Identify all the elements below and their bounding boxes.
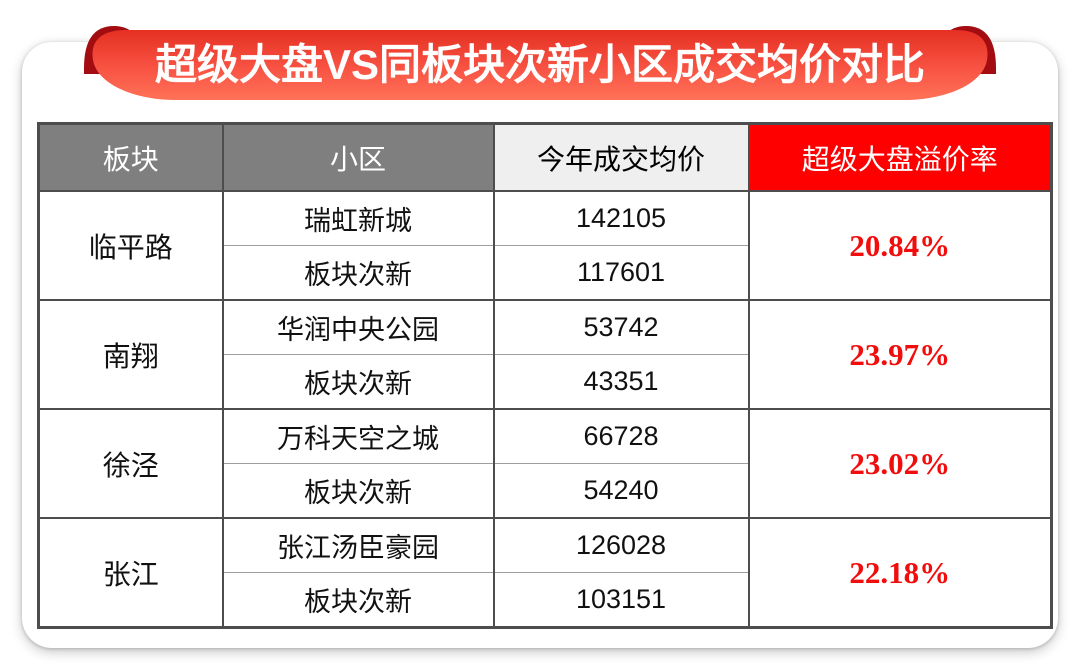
table-row: 板块次新 43351 [39,354,1052,410]
page-title: 超级大盘VS同板块次新小区成交均价对比 [154,41,926,88]
community-cell: 板块次新 [221,572,495,629]
district-cell: 南翔 [37,300,224,410]
district-cell: 临平路 [37,191,224,301]
table-row: 板块次新 54240 [39,463,1052,519]
premium-cell: 20.84% [747,191,1053,301]
table-row: 徐泾 万科天空之城 66728 23.02% [37,409,1053,519]
community-cell: 万科天空之城 [221,409,495,464]
price-cell: 126028 [492,518,750,573]
district-cell: 徐泾 [37,409,224,519]
premium-cell: 23.02% [747,409,1053,519]
price-cell: 43351 [492,354,750,410]
table-row: 板块次新 103151 [39,572,1052,629]
header-premium: 超级大盘溢价率 [747,122,1053,192]
table-row: 南翔 华润中央公园 53742 23.97% [37,300,1053,410]
header-price: 今年成交均价 [492,122,750,192]
comparison-table: 板块 小区 今年成交均价 超级大盘溢价率 临平路 瑞虹新城 142105 20.… [37,122,1053,629]
premium-cell: 22.18% [747,518,1053,629]
header-row: 板块 小区 今年成交均价 超级大盘溢价率 [37,122,1053,192]
premium-cell: 23.97% [747,300,1053,410]
community-cell: 板块次新 [221,245,495,301]
content-card: 超级大盘VS同板块次新小区成交均价对比 板块 小区 今年成交均价 超级大盘溢价率… [22,26,1058,648]
ribbon-shape [84,26,996,100]
ribbon-body [92,30,988,100]
price-cell: 54240 [492,463,750,519]
community-cell: 华润中央公园 [221,300,495,355]
price-cell: 142105 [492,191,750,246]
table-row: 临平路 瑞虹新城 142105 20.84% [37,191,1053,301]
title-banner: 超级大盘VS同板块次新小区成交均价对比 [84,22,996,106]
table-row: 板块次新 117601 [39,245,1052,301]
table-row: 张江 张江汤臣豪园 126028 22.18% [37,518,1053,629]
header-district: 板块 [37,122,224,192]
price-cell: 103151 [492,572,750,629]
price-cell: 53742 [492,300,750,355]
price-cell: 66728 [492,409,750,464]
header-community: 小区 [221,122,495,192]
district-cell: 张江 [37,518,224,629]
community-cell: 板块次新 [221,463,495,519]
price-cell: 117601 [492,245,750,301]
community-cell: 瑞虹新城 [221,191,495,246]
community-cell: 张江汤臣豪园 [221,518,495,573]
community-cell: 板块次新 [221,354,495,410]
